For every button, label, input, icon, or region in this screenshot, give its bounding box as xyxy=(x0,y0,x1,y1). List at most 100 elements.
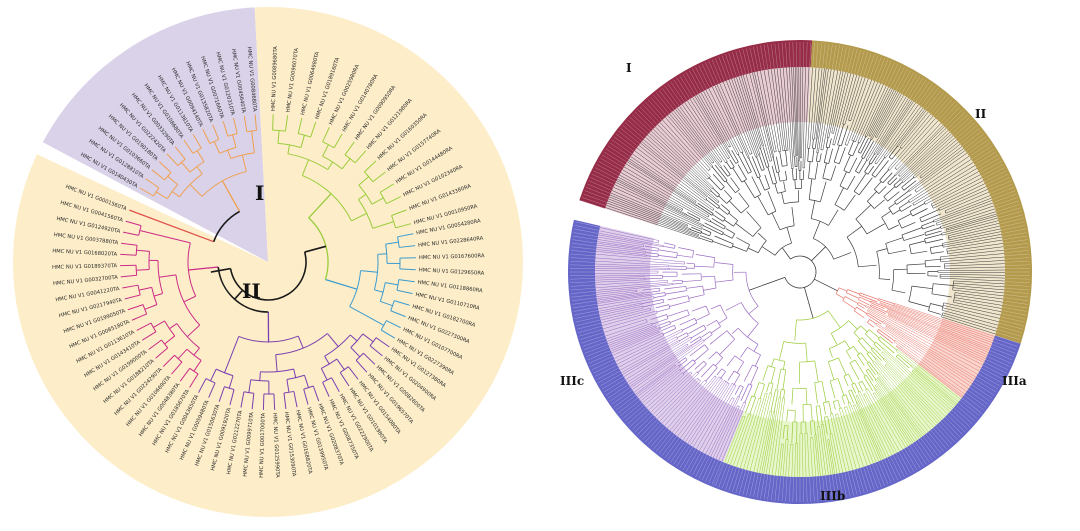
right-branch xyxy=(774,183,778,194)
right-branch-arc xyxy=(727,211,731,215)
left-branch-arc xyxy=(153,187,160,197)
right-leaf-branch xyxy=(897,349,961,400)
right-leaf-branch xyxy=(876,379,920,439)
left-stem xyxy=(129,209,214,243)
right-branch xyxy=(725,302,742,311)
right-branch xyxy=(930,303,943,307)
right-branch-arc xyxy=(924,238,926,244)
left-branch xyxy=(272,114,274,131)
right-leaf-branch xyxy=(610,328,661,350)
right-branch xyxy=(846,225,863,238)
right-branch xyxy=(889,177,898,186)
right-leaf-branch xyxy=(933,183,986,209)
left-branch xyxy=(136,268,150,271)
right-leaf-branch xyxy=(887,310,988,355)
right-leaf-branch xyxy=(616,180,687,216)
right-branch xyxy=(868,361,879,374)
right-branch-arc xyxy=(813,238,834,260)
right-branch xyxy=(925,230,942,236)
right-leaf-branch xyxy=(940,208,996,227)
right-leaf-branch xyxy=(776,68,787,151)
right-leaf-branch xyxy=(672,376,717,433)
left-branch xyxy=(181,161,191,173)
right-branch xyxy=(866,223,885,235)
right-branch-arc xyxy=(894,201,897,205)
right-branch-arc xyxy=(899,146,903,149)
right-branch-arc xyxy=(711,240,714,243)
right-branch xyxy=(672,279,683,282)
right-branch-arc xyxy=(875,323,877,325)
right-leaf-branch xyxy=(895,340,967,392)
left-tip-label: HMC NU V1 G0089680TA xyxy=(271,46,279,112)
right-leaf-branch xyxy=(638,366,681,400)
right-leaf-branch xyxy=(816,68,827,140)
right-leaf-branch xyxy=(943,236,1003,248)
right-leaf-branch xyxy=(705,89,740,155)
right-branch-arc xyxy=(919,176,922,179)
right-leaf-branch xyxy=(640,143,707,197)
right-branch xyxy=(733,374,741,385)
right-leaf-branch xyxy=(886,326,974,382)
right-leaf-branch xyxy=(618,176,683,211)
right-leaf-branch xyxy=(829,434,838,474)
right-branch-arc xyxy=(720,304,728,319)
right-leaf-branch xyxy=(627,161,697,206)
right-leaf-branch xyxy=(828,71,844,138)
right-leaf-branch xyxy=(609,196,691,230)
right-leaf-branch xyxy=(645,137,720,202)
right-branch-arc xyxy=(692,250,695,258)
right-leaf-branch xyxy=(791,444,794,477)
right-branch xyxy=(855,157,864,172)
right-branch-arc xyxy=(662,299,665,303)
right-leaf-branch xyxy=(692,97,730,158)
right-leaf-branch xyxy=(921,146,963,179)
right-branch-arc xyxy=(712,161,715,164)
right-leaf-branch xyxy=(812,437,817,477)
right-branch-arc xyxy=(898,174,901,177)
right-leaf-branch xyxy=(865,306,982,369)
right-leaf-branch xyxy=(830,413,844,473)
right-branch-arc xyxy=(865,368,869,371)
right-leaf-branch xyxy=(855,402,882,461)
right-branch-arc xyxy=(704,379,707,383)
right-leaf-branch xyxy=(847,403,871,465)
right-branch-arc xyxy=(703,324,707,330)
right-leaf-branch xyxy=(832,413,847,472)
right-leaf-branch xyxy=(913,370,955,407)
right-leaf-branch xyxy=(801,66,804,159)
right-branch xyxy=(772,157,778,173)
right-branch xyxy=(827,361,835,380)
right-branch xyxy=(901,221,916,229)
right-leaf-branch xyxy=(887,115,934,170)
right-branch xyxy=(912,208,928,217)
right-branch-arc xyxy=(835,413,838,415)
right-leaf-branch xyxy=(895,126,945,177)
right-branch xyxy=(870,305,886,315)
right-branch xyxy=(644,248,659,252)
right-branch xyxy=(871,349,882,362)
right-leaf-branch xyxy=(702,397,733,453)
right-branch-arc xyxy=(695,201,697,203)
right-branch-arc xyxy=(848,119,851,122)
right-leaf-branch xyxy=(953,282,1005,288)
right-branch xyxy=(812,139,814,149)
right-leaf-branch xyxy=(779,67,789,151)
right-branch-arc xyxy=(728,145,731,148)
right-leaf-branch xyxy=(685,381,727,443)
left-branch xyxy=(286,379,290,393)
right-leaf-branch xyxy=(669,375,715,431)
right-branch-arc xyxy=(782,165,788,167)
right-leaf-branch xyxy=(948,223,1000,237)
right-branch-arc xyxy=(674,325,677,329)
left-branch-arc xyxy=(286,374,305,380)
right-branch xyxy=(689,336,701,344)
right-branch xyxy=(858,160,868,174)
left-root-stem xyxy=(233,289,244,300)
right-branch xyxy=(859,296,871,303)
right-branch-arc xyxy=(855,395,858,397)
right-branch-arc xyxy=(912,203,915,206)
left-branch xyxy=(121,242,138,246)
right-leaf-branch xyxy=(788,444,791,477)
right-leaf-branch xyxy=(681,104,723,162)
